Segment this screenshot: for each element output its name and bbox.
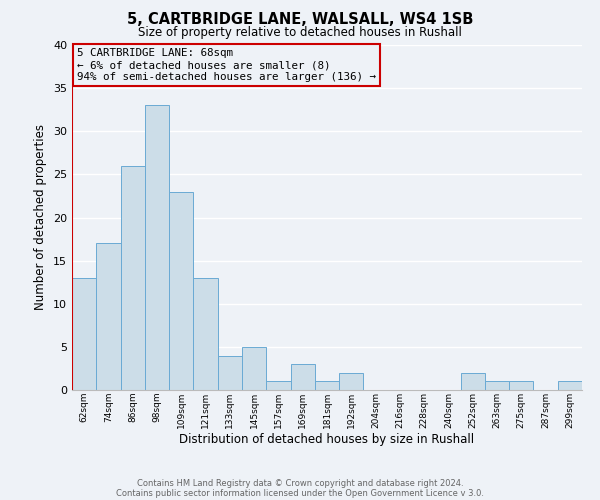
- Text: Contains HM Land Registry data © Crown copyright and database right 2024.: Contains HM Land Registry data © Crown c…: [137, 478, 463, 488]
- Bar: [145, 106, 169, 390]
- Bar: [266, 382, 290, 390]
- Text: 5, CARTBRIDGE LANE, WALSALL, WS4 1SB: 5, CARTBRIDGE LANE, WALSALL, WS4 1SB: [127, 12, 473, 28]
- Text: Contains public sector information licensed under the Open Government Licence v : Contains public sector information licen…: [116, 488, 484, 498]
- Y-axis label: Number of detached properties: Number of detached properties: [34, 124, 47, 310]
- Bar: [290, 364, 315, 390]
- Bar: [193, 278, 218, 390]
- Bar: [218, 356, 242, 390]
- Bar: [121, 166, 145, 390]
- Bar: [72, 278, 96, 390]
- Text: Size of property relative to detached houses in Rushall: Size of property relative to detached ho…: [138, 26, 462, 39]
- X-axis label: Distribution of detached houses by size in Rushall: Distribution of detached houses by size …: [179, 434, 475, 446]
- Bar: [96, 244, 121, 390]
- Text: 5 CARTBRIDGE LANE: 68sqm
← 6% of detached houses are smaller (8)
94% of semi-det: 5 CARTBRIDGE LANE: 68sqm ← 6% of detache…: [77, 48, 376, 82]
- Bar: [169, 192, 193, 390]
- Bar: [339, 373, 364, 390]
- Bar: [461, 373, 485, 390]
- Bar: [242, 347, 266, 390]
- Bar: [509, 382, 533, 390]
- Bar: [485, 382, 509, 390]
- Bar: [558, 382, 582, 390]
- Bar: [315, 382, 339, 390]
